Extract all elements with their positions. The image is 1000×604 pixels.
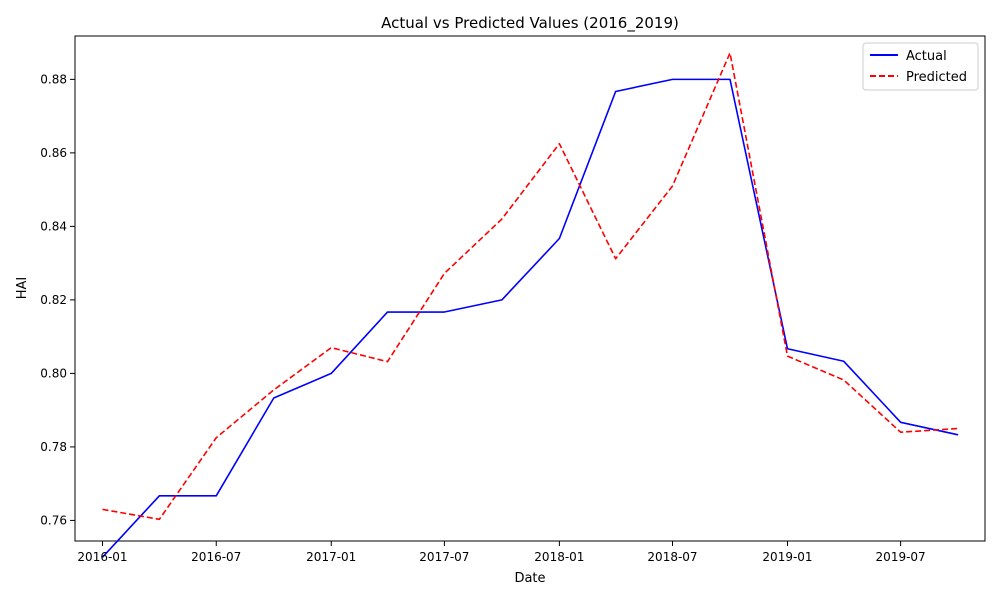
chart-title: Actual vs Predicted Values (2016_2019) [381,14,679,33]
y-tick-label: 0.82 [40,293,67,307]
legend-label-actual: Actual [906,49,947,64]
plot-area [74,35,986,558]
y-axis-label: HAI [15,277,30,300]
y-axis: 0.76 0.78 0.80 0.82 0.84 0.86 0.88 [40,72,75,527]
series-line-predicted [102,52,959,521]
x-tick-label: 2016-01 [77,550,127,564]
series-layer [101,52,959,558]
x-tick-label: 2019-07 [876,550,926,564]
x-tick-label: 2018-01 [534,550,584,564]
plot-frame [74,35,986,542]
x-tick-label: 2017-01 [306,550,356,564]
y-tick-label: 0.78 [40,440,67,454]
legend-label-predicted: Predicted [906,70,967,85]
y-tick-label: 0.86 [40,146,67,160]
legend: Actual Predicted [862,42,979,91]
x-axis: 2016-01 2016-07 2017-01 2017-07 2018-01 2018-… [77,541,926,564]
y-tick-label: 0.84 [40,219,67,233]
x-tick-label: 2018-07 [647,550,697,564]
series-line-actual [101,78,959,558]
y-tick-label: 0.76 [40,513,67,527]
x-tick-label: 2016-07 [191,550,241,564]
y-tick-label: 0.80 [40,366,67,380]
x-axis-label: Date [514,571,545,586]
y-tick-label: 0.88 [40,72,67,86]
x-tick-label: 2017-07 [419,550,469,564]
x-tick-label: 2019-01 [762,550,812,564]
